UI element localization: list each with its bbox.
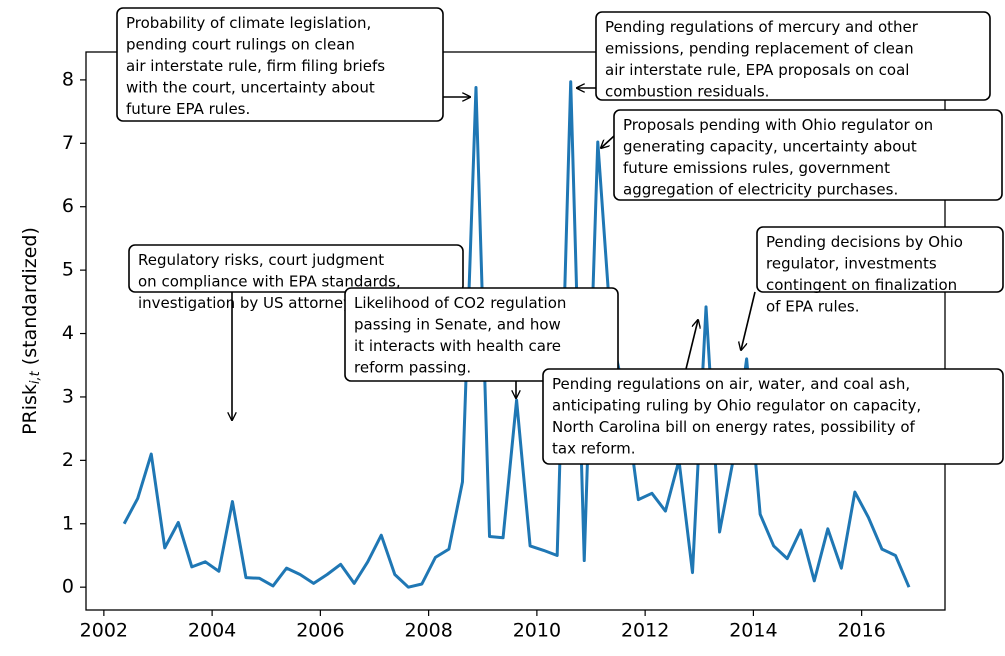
y-tick-label: 8 bbox=[62, 68, 74, 90]
annotation-box bbox=[613, 109, 1003, 201]
line-series bbox=[122, 80, 911, 589]
y-tick-label: 5 bbox=[62, 259, 74, 281]
annotation-text: regulator, investments bbox=[766, 255, 937, 273]
x-tick-label: 2004 bbox=[188, 620, 236, 642]
annotation-text: anticipating ruling by Ohio regulator on… bbox=[552, 397, 921, 415]
plot-frame bbox=[85, 51, 946, 611]
x-tick-label: 2016 bbox=[837, 620, 885, 642]
annotation-text: generating capacity, uncertainty about bbox=[623, 138, 917, 156]
y-axis-label: PRiski,t (standardized) bbox=[19, 227, 43, 435]
x-tick-label: 2010 bbox=[513, 620, 561, 642]
annotation-text: Pending regulations of mercury and other bbox=[605, 18, 919, 36]
annotation-text: on compliance with EPA standards, bbox=[138, 273, 401, 291]
annotation-text: air interstate rule, EPA proposals on co… bbox=[605, 61, 909, 79]
annotation-text: Pending decisions by Ohio bbox=[766, 233, 963, 251]
x-tick-label: 2002 bbox=[80, 620, 128, 642]
annotation-arrow bbox=[601, 135, 615, 148]
y-tick-label: 3 bbox=[62, 385, 74, 407]
annotation-text: reform passing. bbox=[354, 359, 471, 377]
y-label-main: PRisk bbox=[19, 384, 41, 435]
annotation-box bbox=[128, 244, 464, 293]
annotation-text: contingent on finalization bbox=[766, 276, 957, 294]
annotation-text: Likelihood of CO2 regulation bbox=[354, 294, 566, 312]
annotation-arrow bbox=[685, 320, 698, 370]
x-tick-label: 2012 bbox=[621, 620, 669, 642]
annotation-text: North Carolina bill on energy rates, pos… bbox=[552, 418, 916, 436]
annotation-box bbox=[756, 226, 1004, 293]
annotation-text: Proposals pending with Ohio regulator on bbox=[623, 116, 933, 134]
annotation-text: with the court, uncertainty about bbox=[126, 79, 375, 97]
annotation-text: pending court rulings on clean bbox=[126, 36, 355, 54]
annotation-text: investigation by US attorney. bbox=[138, 294, 355, 312]
annotation-box bbox=[116, 7, 444, 122]
y-label-sub: i,t bbox=[28, 370, 43, 384]
annotation-box bbox=[542, 368, 1004, 465]
x-tick-label: 2014 bbox=[729, 620, 777, 642]
x-tick-label: 2008 bbox=[404, 620, 452, 642]
annotation-text: of EPA rules. bbox=[766, 298, 859, 316]
annotation-text: aggregation of electricity purchases. bbox=[623, 181, 898, 199]
annotation-text: future EPA rules. bbox=[126, 100, 250, 118]
y-tick-label: 0 bbox=[62, 576, 74, 598]
annotation-text: combustion residuals. bbox=[605, 83, 769, 101]
annotation-text: air interstate rule, firm filing briefs bbox=[126, 57, 385, 75]
annotation-text: Pending regulations on air, water, and c… bbox=[552, 375, 910, 393]
annotation-arrow bbox=[741, 291, 756, 350]
annotation-text: emissions, pending replacement of clean bbox=[605, 40, 914, 58]
annotation-box bbox=[344, 287, 619, 382]
annotation-text: tax reform. bbox=[552, 440, 636, 458]
annotation-text: passing in Senate, and how bbox=[354, 316, 561, 334]
y-tick-label: 2 bbox=[62, 449, 74, 471]
y-tick-label: 1 bbox=[62, 512, 74, 534]
annotation-box bbox=[595, 11, 991, 101]
y-tick-label: 7 bbox=[62, 132, 74, 154]
x-tick-label: 2006 bbox=[296, 620, 344, 642]
annotation-text: future emissions rules, government bbox=[623, 159, 890, 177]
annotation-text: it interacts with health care bbox=[354, 337, 561, 355]
y-label-rest: (standardized) bbox=[19, 227, 41, 371]
y-tick-label: 6 bbox=[62, 195, 74, 217]
annotation-text: Probability of climate legislation, bbox=[126, 14, 371, 32]
y-tick-label: 4 bbox=[62, 322, 74, 344]
annotation-text: Regulatory risks, court judgment bbox=[138, 251, 384, 269]
